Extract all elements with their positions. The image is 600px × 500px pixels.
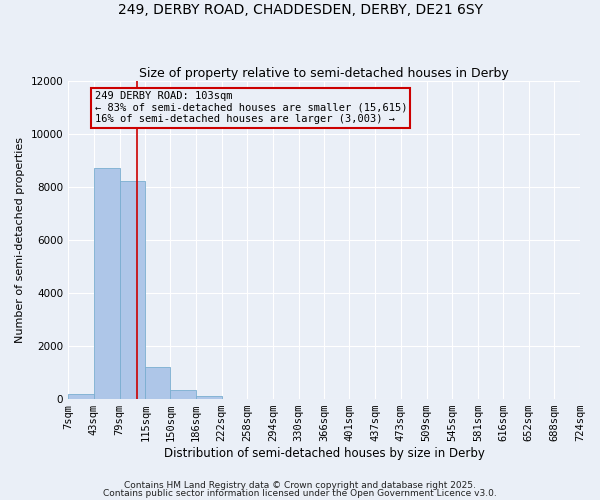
Bar [94,168,119,399]
Text: 249, DERBY ROAD, CHADDESDEN, DERBY, DE21 6SY: 249, DERBY ROAD, CHADDESDEN, DERBY, DE21… [118,2,482,16]
X-axis label: Distribution of semi-detached houses by size in Derby: Distribution of semi-detached houses by … [164,447,485,460]
Y-axis label: Number of semi-detached properties: Number of semi-detached properties [15,137,25,343]
Bar [119,182,145,399]
Bar [68,394,94,399]
Bar [145,367,170,399]
Text: 249 DERBY ROAD: 103sqm
← 83% of semi-detached houses are smaller (15,615)
16% of: 249 DERBY ROAD: 103sqm ← 83% of semi-det… [95,92,407,124]
Title: Size of property relative to semi-detached houses in Derby: Size of property relative to semi-detach… [139,66,509,80]
Text: Contains public sector information licensed under the Open Government Licence v3: Contains public sector information licen… [103,489,497,498]
Bar [170,390,196,399]
Text: Contains HM Land Registry data © Crown copyright and database right 2025.: Contains HM Land Registry data © Crown c… [124,480,476,490]
Bar [196,396,221,399]
